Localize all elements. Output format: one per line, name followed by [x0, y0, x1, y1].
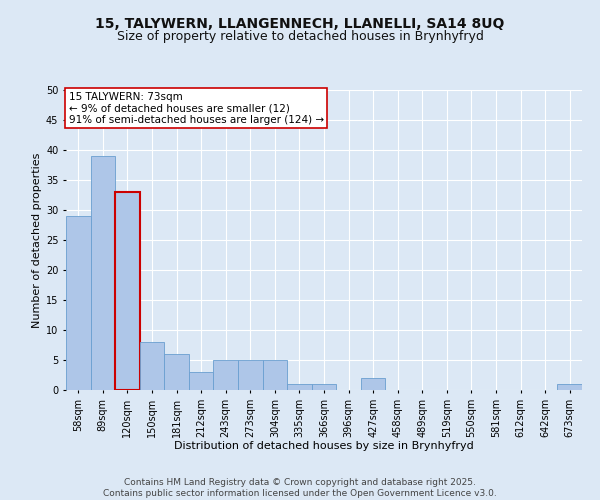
Bar [263, 360, 287, 390]
Bar [214, 360, 238, 390]
Bar [189, 372, 214, 390]
Bar [66, 216, 91, 390]
Bar [238, 360, 263, 390]
Text: Contains HM Land Registry data © Crown copyright and database right 2025.
Contai: Contains HM Land Registry data © Crown c… [103, 478, 497, 498]
Text: 15, TALYWERN, LLANGENNECH, LLANELLI, SA14 8UQ: 15, TALYWERN, LLANGENNECH, LLANELLI, SA1… [95, 18, 505, 32]
Bar [312, 384, 336, 390]
X-axis label: Distribution of detached houses by size in Brynhyfryd: Distribution of detached houses by size … [174, 441, 474, 451]
Bar [91, 156, 115, 390]
Bar [115, 192, 140, 390]
Bar [164, 354, 189, 390]
Bar [287, 384, 312, 390]
Bar [361, 378, 385, 390]
Bar [557, 384, 582, 390]
Bar [140, 342, 164, 390]
Text: Size of property relative to detached houses in Brynhyfryd: Size of property relative to detached ho… [116, 30, 484, 43]
Y-axis label: Number of detached properties: Number of detached properties [32, 152, 41, 328]
Text: 15 TALYWERN: 73sqm
← 9% of detached houses are smaller (12)
91% of semi-detached: 15 TALYWERN: 73sqm ← 9% of detached hous… [68, 92, 324, 124]
